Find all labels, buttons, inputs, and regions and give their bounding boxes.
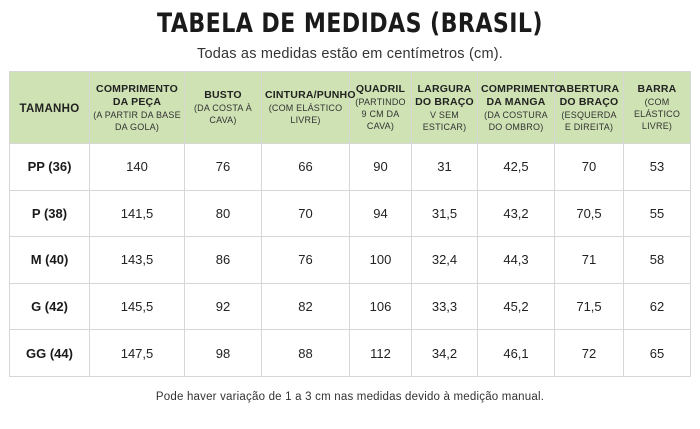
table-cell: 140 — [89, 143, 185, 191]
table-cell: 33,3 — [411, 282, 478, 331]
header-title: BUSTO — [204, 89, 242, 101]
table-cell: 31,5 — [411, 189, 478, 238]
table-cell: 100 — [349, 236, 412, 284]
table-cell: 82 — [261, 282, 350, 331]
header-subtitle: (PARTINDO 9 CM DA CAVA) — [355, 97, 406, 131]
size-cell: P (38) — [9, 189, 90, 238]
table-cell: 88 — [261, 329, 350, 377]
header-title: LARGURA DO BRAÇO — [415, 82, 474, 108]
table-row: G (42) 145,5 92 82 106 33,3 45,2 71,5 62 — [9, 282, 691, 331]
header-title: ABERTURA DO BRAÇO — [558, 82, 620, 108]
table-cell: 32,4 — [411, 236, 478, 284]
table-cell: 106 — [349, 282, 412, 331]
table-cell: 58 — [623, 236, 691, 284]
table-cell: 53 — [623, 143, 691, 191]
header-column: BARRA (COM ELÁSTICO LIVRE) — [623, 71, 691, 144]
table-cell: 44,3 — [477, 236, 555, 284]
table-cell: 147,5 — [89, 329, 185, 377]
header-size-label: TAMANHO — [19, 102, 80, 115]
header-column: LARGURA DO BRAÇO V SEM ESTICAR) — [411, 71, 478, 144]
table-cell: 71,5 — [554, 282, 624, 331]
table-cell: 65 — [623, 329, 691, 377]
size-cell: PP (36) — [9, 143, 90, 191]
table-cell: 92 — [184, 282, 262, 331]
table-row: GG (44) 147,5 98 88 112 34,2 46,1 72 65 — [9, 329, 691, 377]
table-cell: 42,5 — [477, 143, 555, 191]
header-subtitle: V SEM ESTICAR) — [422, 109, 467, 132]
footnote: Pode haver variação de 1 a 3 cm nas medi… — [155, 391, 545, 403]
header-subtitle: (A PARTIR DA BASE DA GOLA) — [93, 109, 181, 132]
table-cell: 98 — [184, 329, 262, 377]
header-subtitle: (COM ELÁSTICO LIVRE) — [268, 103, 343, 125]
size-chart-table: TAMANHO COMPRIMENTO DA PEÇA (A PARTIR DA… — [9, 71, 691, 377]
header-title: QUADRIL — [355, 83, 406, 95]
table-cell: 43,2 — [477, 189, 555, 238]
table-cell: 70 — [554, 143, 624, 191]
table-cell: 55 — [623, 189, 691, 238]
header-column: ABERTURA DO BRAÇO (ESQUERDA E DIREITA) — [554, 71, 624, 144]
table-cell: 31 — [411, 143, 478, 191]
size-cell: G (42) — [9, 282, 90, 331]
size-cell: GG (44) — [9, 329, 90, 377]
table-cell: 72 — [554, 329, 624, 377]
table-cell: 46,1 — [477, 329, 555, 377]
table-cell: 76 — [184, 143, 262, 191]
header-subtitle: (DA COSTA À CAVA) — [193, 103, 253, 125]
header-column: COMPRIMENTO DA PEÇA (A PARTIR DA BASE DA… — [89, 71, 185, 144]
table-cell: 66 — [261, 143, 350, 191]
header-subtitle: (COM ELÁSTICO LIVRE) — [633, 97, 681, 131]
header-size: TAMANHO — [9, 71, 90, 144]
header-column: BUSTO (DA COSTA À CAVA) — [184, 71, 262, 144]
table-cell: 70 — [261, 189, 350, 238]
header-column: COMPRIMENTO DA MANGA (DA COSTURA DO OMBR… — [477, 71, 563, 144]
table-cell: 141,5 — [89, 189, 185, 238]
header-title: COMPRIMENTO DA PEÇA — [96, 82, 178, 108]
table-row: PP (36) 140 76 66 90 31 42,5 70 53 — [9, 143, 691, 191]
table-cell: 143,5 — [89, 236, 185, 284]
table-cell: 94 — [349, 189, 412, 238]
size-cell: M (40) — [9, 236, 90, 284]
table-cell: 76 — [261, 236, 350, 284]
page-title: TABELA DE MEDIDAS (BRASIL) — [157, 8, 543, 39]
table-cell: 90 — [349, 143, 412, 191]
table-cell: 45,2 — [477, 282, 555, 331]
table-header-row: TAMANHO COMPRIMENTO DA PEÇA (A PARTIR DA… — [9, 71, 691, 144]
header-subtitle: (ESQUERDA E DIREITA) — [561, 109, 617, 132]
table-cell: 34,2 — [411, 329, 478, 377]
header-column: QUADRIL (PARTINDO 9 CM DA CAVA) — [349, 71, 412, 144]
header-column: CINTURA/PUNHO (COM ELÁSTICO LIVRE) — [261, 71, 356, 144]
page-subtitle: Todas as medidas estão em centímetros (c… — [197, 46, 503, 62]
table-cell: 71 — [554, 236, 624, 284]
header-title: CINTURA/PUNHO — [265, 89, 356, 101]
table-row: P (38) 141,5 80 70 94 31,5 43,2 70,5 55 — [9, 189, 691, 238]
table-cell: 112 — [349, 329, 412, 377]
table-cell: 62 — [623, 282, 691, 331]
table-cell: 86 — [184, 236, 262, 284]
table-row: M (40) 143,5 86 76 100 32,4 44,3 71 58 — [9, 236, 691, 284]
table-cell: 80 — [184, 189, 262, 238]
table-cell: 145,5 — [89, 282, 185, 331]
header-subtitle: (DA COSTURA DO OMBRO) — [484, 109, 548, 132]
header-title: BARRA — [637, 83, 677, 95]
table-cell: 70,5 — [554, 189, 624, 238]
header-title: COMPRIMENTO DA MANGA — [481, 82, 563, 108]
